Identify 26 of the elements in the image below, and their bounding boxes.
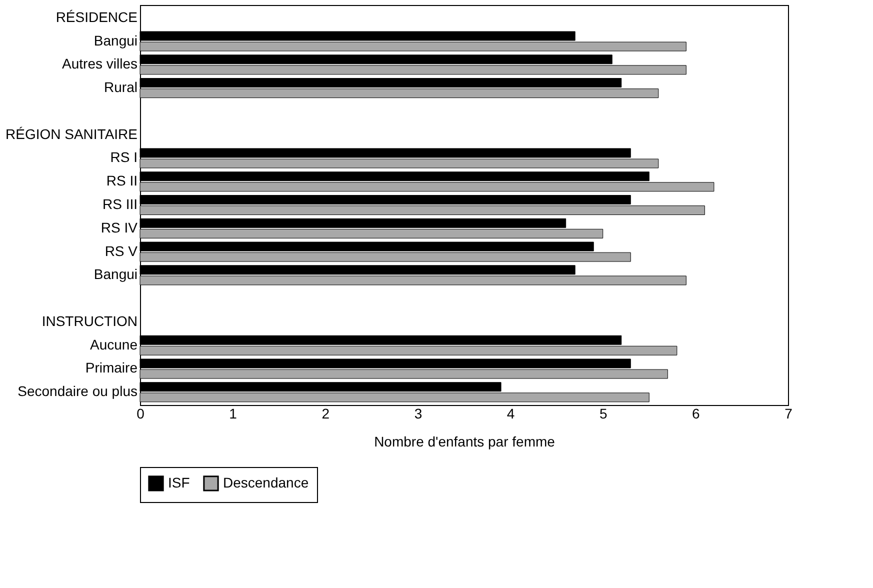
- y-tick-label: RS V: [104, 242, 138, 259]
- x-tick-label: 7: [784, 406, 793, 422]
- y-tick-label: Rural: [104, 79, 138, 96]
- x-tick-label: 2: [322, 406, 330, 422]
- y-tick-label: Aucune: [90, 336, 138, 352]
- x-tick-label: 0: [136, 406, 145, 422]
- y-tick-label: RS III: [102, 196, 138, 212]
- y-tick-label: Primaire: [85, 360, 138, 376]
- x-tick-label: 6: [692, 406, 700, 422]
- y-tick-label: RÉGION SANITAIRE: [6, 126, 138, 142]
- x-tick-label: 3: [414, 406, 422, 422]
- y-tick-label: RS I: [110, 149, 138, 166]
- y-tick-label: Bangui: [94, 32, 138, 48]
- y-tick-label: Secondaire ou plus: [18, 383, 138, 400]
- y-tick-label: RS II: [106, 172, 138, 189]
- legend-label: ISF: [168, 474, 190, 490]
- y-tick-label: INSTRUCTION: [42, 312, 138, 329]
- y-tick-label: RÉSIDENCE: [56, 8, 138, 25]
- x-tick-label: 1: [229, 406, 238, 422]
- y-tick-label: Autres villes: [62, 56, 138, 72]
- x-axis-title: Nombre d'enfants par femme: [374, 434, 556, 450]
- legend-label: Descendance: [223, 474, 309, 490]
- x-tick-label: 4: [506, 406, 515, 422]
- x-tick-label: 5: [599, 406, 608, 422]
- y-tick-label: Bangui: [94, 266, 138, 282]
- y-tick-label: RS IV: [100, 219, 138, 236]
